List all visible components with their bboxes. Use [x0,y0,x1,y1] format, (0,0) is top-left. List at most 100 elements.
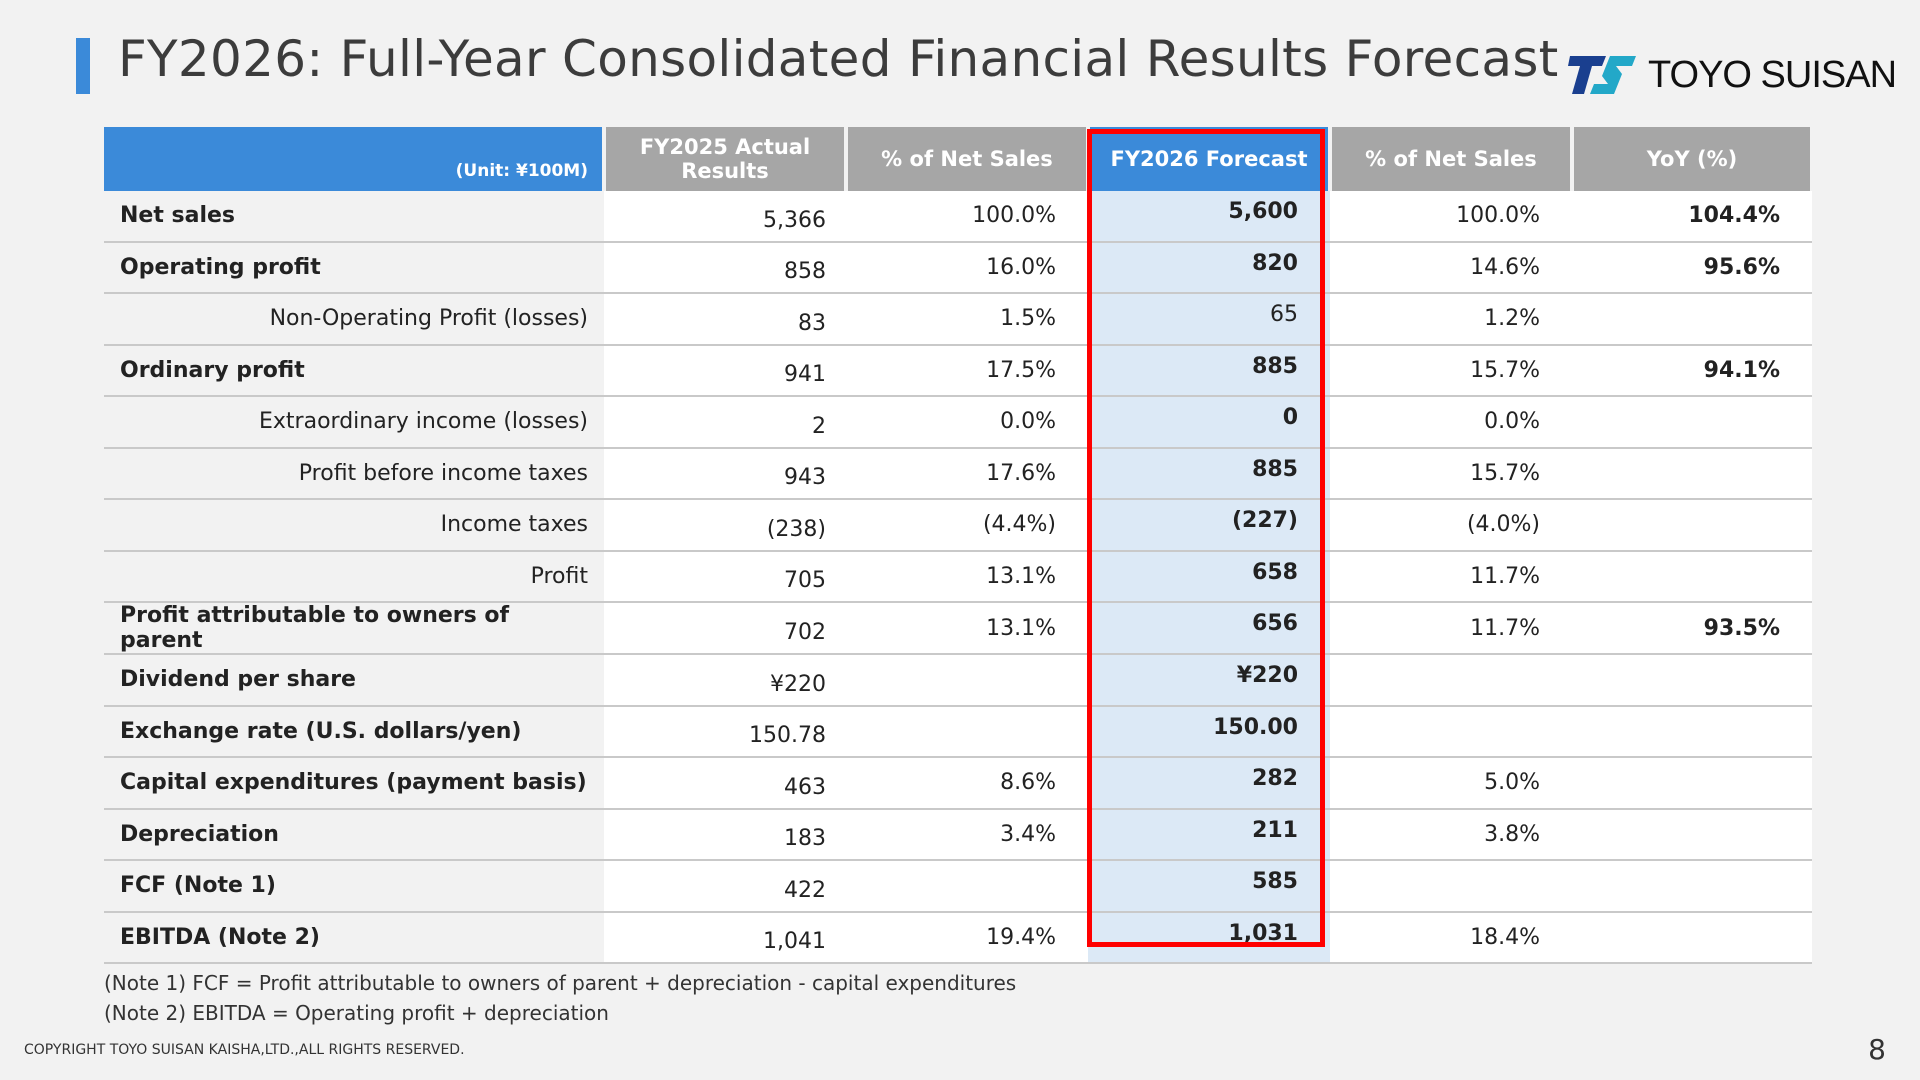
yoy-value: 94.1% [1572,344,1812,397]
row-label: Profit [104,550,604,603]
row-label: FCF (Note 1) [104,860,604,913]
table-row: EBITDA (Note 2) 1,041 19.4% 1,031 18.4% [104,911,1812,964]
table-row: Profit 705 13.1% 658 11.7% [104,550,1812,603]
forecast-value: 5,600 [1088,191,1330,243]
actual-pct-value: 1.5% [846,293,1088,346]
forecast-value: 211 [1088,808,1330,861]
forecast-pct-value: 11.7% [1330,550,1572,603]
table-row: Ordinary profit 941 17.5% 885 15.7% 94.1… [104,344,1812,397]
header-yoy: YoY (%) [1572,127,1814,191]
forecast-pct-value: 15.7% [1330,344,1572,397]
header-fy2025-actual: FY2025 Actual Results [604,127,848,191]
page-title: FY2026: Full-Year Consolidated Financial… [118,30,1559,88]
actual-value: 150.78 [604,705,846,758]
forecast-value: (227) [1088,499,1330,552]
actual-value: ¥220 [604,654,846,707]
actual-value: 83 [604,293,846,346]
row-label: Net sales [104,191,604,243]
forecast-value: 0 [1088,396,1330,449]
footnotes: (Note 1) FCF = Profit attributable to ow… [104,968,1016,1028]
table-body: Net sales 5,366 100.0% 5,600 100.0% 104.… [104,191,1812,964]
forecast-value: 658 [1088,550,1330,603]
forecast-pct-value: 0.0% [1330,396,1572,449]
actual-pct-value: (4.4%) [846,499,1088,552]
actual-value: 5,366 [604,191,846,243]
actual-value: 858 [604,241,846,294]
yoy-value [1572,705,1812,758]
actual-pct-value: 3.4% [846,808,1088,861]
yoy-value [1572,550,1812,603]
actual-pct-value: 13.1% [846,550,1088,603]
row-label: Ordinary profit [104,344,604,397]
yoy-value [1572,860,1812,913]
yoy-value [1572,447,1812,500]
actual-pct-value: 19.4% [846,911,1088,964]
actual-pct-value: 17.6% [846,447,1088,500]
forecast-value: 820 [1088,241,1330,294]
forecast-pct-value: 18.4% [1330,911,1572,964]
actual-value: 183 [604,808,846,861]
actual-pct-value: 17.5% [846,344,1088,397]
row-label: Depreciation [104,808,604,861]
row-label: EBITDA (Note 2) [104,911,604,964]
actual-value: 705 [604,550,846,603]
table-row: Profit attributable to owners of parent … [104,602,1812,655]
forecast-pct-value: 11.7% [1330,602,1572,655]
page-number: 8 [1868,1033,1886,1066]
yoy-value [1572,396,1812,449]
actual-pct-value: 13.1% [846,602,1088,655]
actual-value: 943 [604,447,846,500]
header-forecast-pct: % of Net Sales [1330,127,1574,191]
actual-value: 422 [604,860,846,913]
yoy-value [1572,499,1812,552]
forecast-value: 656 [1088,602,1330,655]
forecast-value: 1,031 [1088,911,1330,964]
yoy-value [1572,293,1812,346]
forecast-pct-value [1330,705,1572,758]
forecast-value: 282 [1088,757,1330,810]
forecast-pct-value: 5.0% [1330,757,1572,810]
table-row: FCF (Note 1) 422 585 [104,860,1812,913]
row-label: Income taxes [104,499,604,552]
table-row: Capital expenditures (payment basis) 463… [104,757,1812,810]
table-row: Exchange rate (U.S. dollars/yen) 150.78 … [104,705,1812,758]
table-row: Profit before income taxes 943 17.6% 885… [104,447,1812,500]
table-row: Depreciation 183 3.4% 211 3.8% [104,808,1812,861]
forecast-pct-value [1330,654,1572,707]
header-actual-pct: % of Net Sales [846,127,1090,191]
note-ebitda: (Note 2) EBITDA = Operating profit + dep… [104,1001,609,1025]
ts-logo-icon [1568,56,1636,94]
header-fy2026-forecast: FY2026 Forecast [1088,127,1332,191]
header-unit: (Unit: ¥100M) [104,127,606,191]
actual-pct-value: 16.0% [846,241,1088,294]
yoy-value: 93.5% [1572,602,1812,655]
table-row: Operating profit 858 16.0% 820 14.6% 95.… [104,241,1812,294]
actual-pct-value [846,860,1088,913]
forecast-pct-value: 15.7% [1330,447,1572,500]
row-label: Capital expenditures (payment basis) [104,757,604,810]
forecast-pct-value: 14.6% [1330,241,1572,294]
actual-pct-value: 0.0% [846,396,1088,449]
company-logo: TOYO SUISAN [1566,50,1897,100]
forecast-value: 65 [1088,293,1330,346]
row-label: Extraordinary income (losses) [104,396,604,449]
table-row: Income taxes (238) (4.4%) (227) (4.0%) [104,499,1812,552]
forecast-pct-value: 1.2% [1330,293,1572,346]
actual-value: 941 [604,344,846,397]
actual-pct-value [846,654,1088,707]
actual-value: (238) [604,499,846,552]
forecast-value: 585 [1088,860,1330,913]
yoy-value [1572,911,1812,964]
yoy-value: 104.4% [1572,191,1812,243]
table-row: Non-Operating Profit (losses) 83 1.5% 65… [104,293,1812,346]
row-label: Profit before income taxes [104,447,604,500]
actual-pct-value: 100.0% [846,191,1088,243]
row-label: Dividend per share [104,654,604,707]
forecast-value: ¥220 [1088,654,1330,707]
table-header-row: (Unit: ¥100M) FY2025 Actual Results % of… [104,127,1814,191]
table-row: Dividend per share ¥220 ¥220 [104,654,1812,707]
forecast-value: 150.00 [1088,705,1330,758]
actual-value: 2 [604,396,846,449]
actual-value: 463 [604,757,846,810]
actual-value: 1,041 [604,911,846,964]
